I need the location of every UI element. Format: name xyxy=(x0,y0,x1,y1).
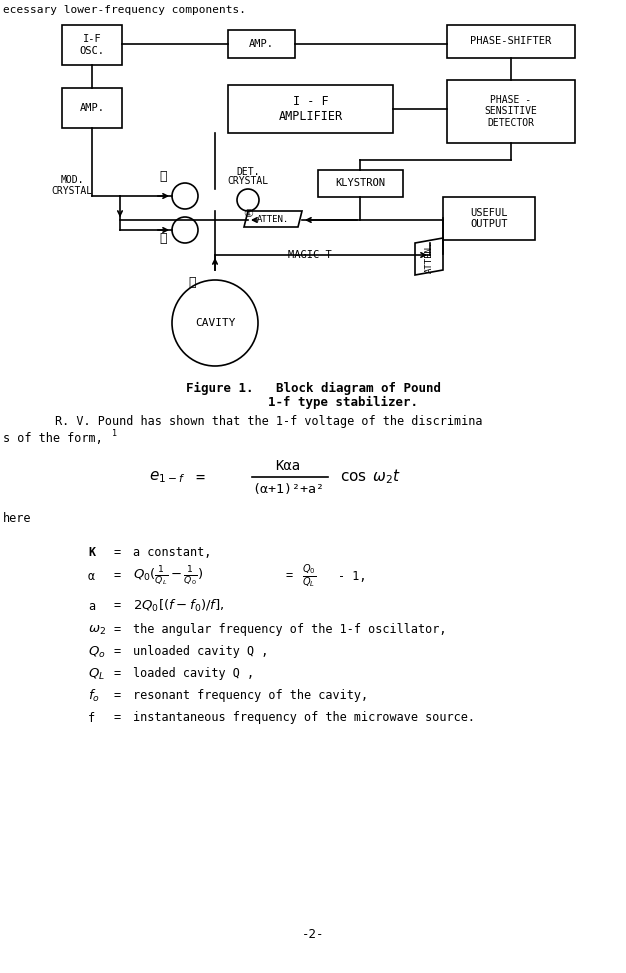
Text: PHASE-SHIFTER: PHASE-SHIFTER xyxy=(470,37,552,47)
Text: =: = xyxy=(114,599,121,612)
Text: =: = xyxy=(114,624,121,636)
Text: a: a xyxy=(88,599,95,612)
Text: Figure 1.   Block diagram of Pound: Figure 1. Block diagram of Pound xyxy=(185,381,441,394)
Text: AMP.: AMP. xyxy=(249,39,274,49)
Text: s of the form,: s of the form, xyxy=(3,431,103,445)
Text: here: here xyxy=(3,512,31,524)
FancyBboxPatch shape xyxy=(62,25,122,65)
Text: 1: 1 xyxy=(112,428,117,438)
Text: $\frac{Q_0}{Q_L}$: $\frac{Q_0}{Q_L}$ xyxy=(302,562,316,590)
Text: α: α xyxy=(88,569,95,583)
FancyBboxPatch shape xyxy=(443,197,535,240)
Text: $Q_o$: $Q_o$ xyxy=(88,644,106,660)
Text: USEFUL
OUTPUT: USEFUL OUTPUT xyxy=(470,207,508,230)
Text: loaded cavity Q ,: loaded cavity Q , xyxy=(133,667,254,680)
Text: - 1,: - 1, xyxy=(338,569,366,583)
Text: =: = xyxy=(114,569,121,583)
Text: f: f xyxy=(88,711,95,725)
Text: resonant frequency of the cavity,: resonant frequency of the cavity, xyxy=(133,690,368,703)
Text: PHASE -
SENSITIVE
DETECTOR: PHASE - SENSITIVE DETECTOR xyxy=(485,95,538,128)
Text: the angular frequency of the 1-f oscillator,: the angular frequency of the 1-f oscilla… xyxy=(133,624,446,636)
Text: a constant,: a constant, xyxy=(133,547,212,559)
FancyBboxPatch shape xyxy=(447,25,575,58)
Text: $f_o$: $f_o$ xyxy=(88,688,100,704)
Text: =: = xyxy=(114,667,121,680)
Text: ATTEN.: ATTEN. xyxy=(257,215,289,225)
Text: ATTEN.: ATTEN. xyxy=(424,241,433,273)
Text: ①: ① xyxy=(243,209,253,219)
Text: Ⓕ: Ⓕ xyxy=(159,232,167,244)
FancyBboxPatch shape xyxy=(228,85,393,133)
Text: AMP.: AMP. xyxy=(80,103,105,113)
Text: K: K xyxy=(88,547,95,559)
Text: =: = xyxy=(114,645,121,659)
Text: Ⓑ: Ⓑ xyxy=(159,169,167,183)
Text: $\cos\;\omega_2 t$: $\cos\;\omega_2 t$ xyxy=(340,468,401,486)
FancyBboxPatch shape xyxy=(447,80,575,143)
Text: I - F
AMPLIFIER: I - F AMPLIFIER xyxy=(279,95,342,123)
Text: unloaded cavity Q ,: unloaded cavity Q , xyxy=(133,645,269,659)
Text: =: = xyxy=(114,711,121,725)
Text: ecessary lower-frequency components.: ecessary lower-frequency components. xyxy=(3,5,246,15)
Text: R. V. Pound has shown that the 1-f voltage of the discrimina: R. V. Pound has shown that the 1-f volta… xyxy=(55,415,483,428)
Text: $2Q_0[(f-f_0)/f],$: $2Q_0[(f-f_0)/f],$ xyxy=(133,598,225,614)
Text: CAVITY: CAVITY xyxy=(195,318,235,328)
Text: =: = xyxy=(114,690,121,703)
Text: =: = xyxy=(285,569,292,583)
Text: $e_{1-f}$: $e_{1-f}$ xyxy=(148,469,185,485)
Text: $Q_L$: $Q_L$ xyxy=(88,667,105,681)
Text: $\omega_2$: $\omega_2$ xyxy=(88,624,106,636)
Text: =: = xyxy=(195,470,205,485)
FancyBboxPatch shape xyxy=(62,88,122,128)
Text: 1-f type stabilizer.: 1-f type stabilizer. xyxy=(208,395,418,409)
Text: -2-: -2- xyxy=(302,928,324,942)
Text: (α+1)²+a²: (α+1)²+a² xyxy=(252,483,324,495)
Text: CRYSTAL: CRYSTAL xyxy=(227,176,269,186)
Text: DET.: DET. xyxy=(236,167,260,177)
Text: KLYSTRON: KLYSTRON xyxy=(336,178,386,189)
Text: Kαa: Kαa xyxy=(275,459,300,473)
Text: MOD.: MOD. xyxy=(60,175,84,185)
Text: CRYSTAL: CRYSTAL xyxy=(51,186,93,196)
Text: I-F
OSC.: I-F OSC. xyxy=(80,34,105,55)
Text: instantaneous frequency of the microwave source.: instantaneous frequency of the microwave… xyxy=(133,711,475,725)
Text: =: = xyxy=(114,547,121,559)
FancyBboxPatch shape xyxy=(228,30,295,58)
Text: $Q_0(\frac{1}{Q_L} - \frac{1}{Q_0})$: $Q_0(\frac{1}{Q_L} - \frac{1}{Q_0})$ xyxy=(133,564,203,588)
FancyBboxPatch shape xyxy=(318,170,403,197)
Text: Ⓒ: Ⓒ xyxy=(188,276,196,290)
Text: MAGIC T: MAGIC T xyxy=(288,250,332,260)
